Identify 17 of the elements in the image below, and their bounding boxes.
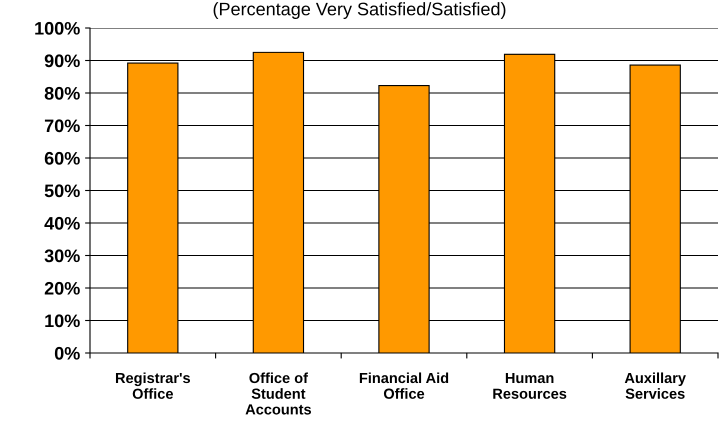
chart-subtitle: (Percentage Very Satisfied/Satisfied) <box>214 2 506 19</box>
y-tick-label: 10% <box>45 314 80 328</box>
y-tick-label: 0% <box>54 346 80 360</box>
y-tick-label: 90% <box>44 54 80 68</box>
y-tick-label: 100% <box>35 22 80 35</box>
y-tick-label: 70% <box>44 119 80 132</box>
y-tick-label: 50% <box>44 184 80 198</box>
y-tick-label: 80% <box>44 86 80 100</box>
x-tick-label: Registrar's Office <box>116 372 190 399</box>
x-tick-label: Financial Aid Office <box>360 372 448 399</box>
y-tick-label: 30% <box>44 249 80 262</box>
y-tick-label: 20% <box>44 282 80 295</box>
y-tick-label: 60% <box>44 152 80 165</box>
x-tick-label: Office of Student Accounts <box>246 372 312 415</box>
x-tick-label: Auxillary Services <box>624 372 686 399</box>
y-tick-label: 40% <box>44 216 80 230</box>
x-tick-label: Human Resources <box>493 372 566 399</box>
